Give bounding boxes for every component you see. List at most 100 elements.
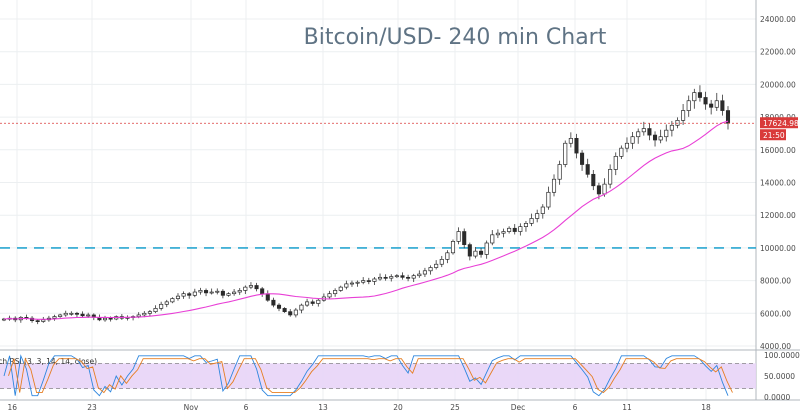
candle-body	[462, 231, 467, 245]
candle-body	[619, 147, 624, 157]
time-tick-label: 18	[701, 403, 711, 412]
candle-body	[681, 110, 686, 121]
candle-body	[434, 263, 439, 268]
candle-body	[636, 131, 641, 138]
price-tick-label: 6000.00	[760, 309, 791, 318]
candle-body	[192, 291, 197, 296]
candle-body	[293, 309, 298, 316]
candle-body	[709, 103, 714, 108]
candle-body	[52, 316, 57, 319]
candle-body	[1, 318, 7, 321]
stoch-band-fill	[0, 363, 756, 389]
candle-body	[305, 301, 310, 306]
candle-body	[406, 276, 411, 279]
candle-body	[591, 173, 596, 187]
candle-body	[400, 275, 405, 278]
candle-body	[366, 280, 371, 282]
candle-body	[108, 317, 113, 320]
candle-body	[456, 231, 461, 242]
candle-body	[613, 155, 618, 170]
candle-body	[445, 252, 450, 260]
candle-body	[675, 120, 680, 126]
candle-body	[86, 314, 91, 317]
candle-body	[142, 312, 147, 316]
candle-body	[389, 276, 394, 279]
stoch-tick-label: 50.0000	[764, 372, 795, 381]
candle-body	[484, 242, 489, 255]
candle-body	[697, 92, 702, 98]
candle-body	[653, 134, 658, 141]
stoch-d-line	[8, 357, 733, 394]
candle-body	[232, 291, 237, 295]
candle-body	[333, 290, 338, 295]
candle-body	[518, 226, 523, 232]
time-tick-label: Dec	[511, 403, 526, 412]
moving-average-line	[3, 120, 729, 320]
candle-body	[473, 250, 478, 257]
candle-body	[136, 314, 141, 317]
candle-body	[198, 290, 203, 293]
candle-body	[237, 290, 242, 293]
candle-body	[428, 267, 433, 272]
candle-body	[479, 250, 484, 255]
candle-body	[720, 100, 725, 111]
candle-body	[647, 128, 652, 136]
candle-body	[383, 276, 388, 279]
candle-body	[265, 293, 270, 301]
candle-body	[664, 129, 669, 138]
candle-body	[417, 273, 422, 277]
candle-body	[187, 293, 192, 296]
candle-body	[439, 258, 444, 265]
candle-body	[580, 152, 585, 165]
candle-body	[546, 191, 551, 208]
candle-body	[495, 232, 500, 236]
countdown-badge	[760, 129, 786, 141]
candle-body	[585, 164, 590, 175]
candle-body	[596, 185, 601, 195]
candle-body	[41, 319, 46, 322]
candle-body	[63, 312, 68, 316]
time-tick-label: 16	[7, 403, 17, 412]
candle-body	[344, 283, 349, 288]
candle-body	[215, 290, 220, 293]
candle-body	[372, 278, 377, 282]
candle-body	[658, 136, 663, 141]
candle-body	[568, 138, 573, 144]
candle-body	[557, 164, 562, 180]
candle-body	[540, 206, 545, 214]
stoch-rsi-label: Stoch RSI (3, 3, 14, 14, close)	[0, 357, 97, 366]
candle-body	[669, 124, 674, 131]
candle-body	[271, 299, 276, 306]
candle-body	[467, 244, 472, 257]
candle-body	[153, 308, 158, 313]
candle-body	[282, 308, 287, 313]
candle-body	[686, 100, 691, 111]
price-tick-label: 22000.00	[760, 48, 796, 57]
candle-body	[490, 234, 495, 244]
candle-body	[276, 304, 282, 309]
candle-body	[355, 281, 360, 284]
candle-body	[523, 223, 528, 227]
candle-body	[316, 299, 321, 304]
candle-body	[529, 218, 534, 224]
price-tick-label: 10000.00	[760, 244, 796, 253]
price-tick-label: 24000.00	[760, 15, 796, 24]
candle-body	[501, 231, 506, 234]
candle-body	[692, 92, 697, 102]
candle-body	[80, 313, 85, 317]
candle-body	[243, 286, 248, 291]
candle-body	[641, 128, 646, 133]
candle-body	[507, 227, 512, 232]
candle-body	[361, 280, 366, 283]
candle-body	[422, 270, 427, 275]
time-tick-label: 13	[318, 403, 328, 412]
time-tick-label: 6	[244, 403, 249, 412]
candle-body	[102, 317, 108, 321]
candle-body	[248, 285, 253, 288]
candle-body	[181, 293, 186, 297]
price-tick-label: 12000.00	[760, 211, 796, 220]
candle-body	[411, 275, 416, 279]
time-tick-label: 20	[393, 403, 403, 412]
